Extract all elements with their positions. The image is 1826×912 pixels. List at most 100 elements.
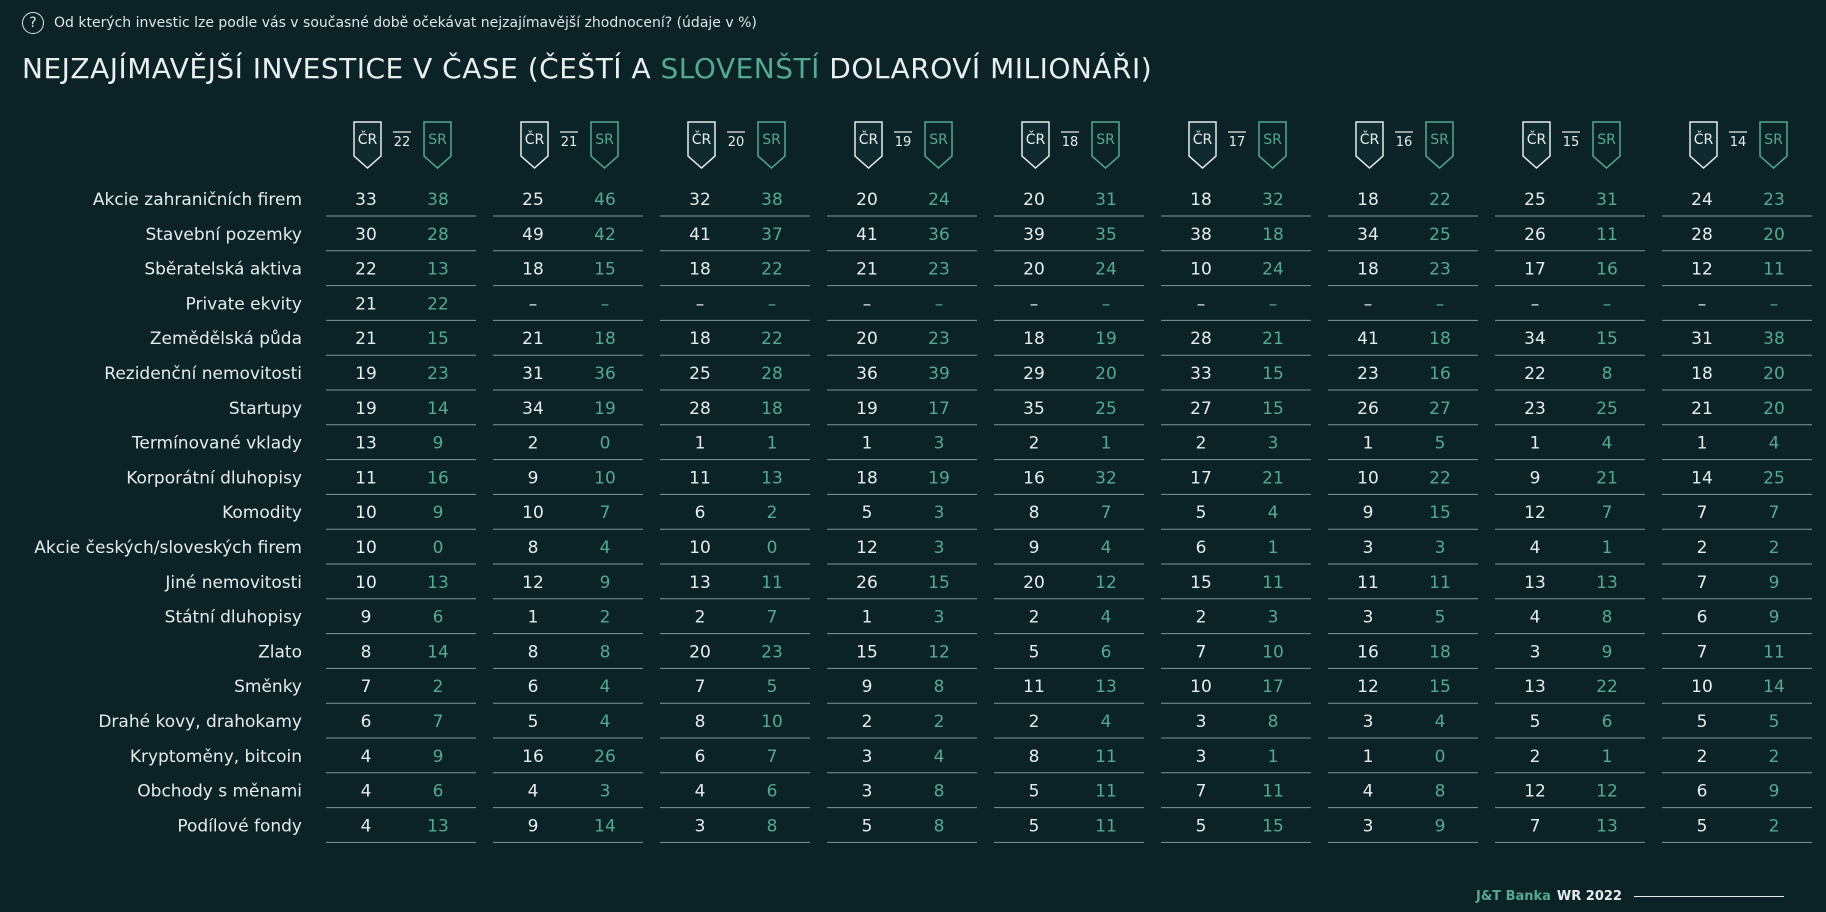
page-title: NEJZAJÍMAVĚJŠÍ INVESTICE V ČASE (ČEŠTÍ A…: [22, 52, 1152, 85]
sk-value-14-14: 14: [1763, 677, 1785, 697]
question-header: ? Od kterých investic lze podle vás v so…: [22, 12, 757, 34]
cz-value-9-20: 6: [695, 503, 706, 523]
cz-value-3-20: –: [696, 294, 705, 314]
sk-value-10-22: 0: [433, 538, 444, 558]
sk-value-15-17: 8: [1268, 712, 1279, 732]
sk-value-1-15: 11: [1596, 225, 1618, 245]
year-17: 17: [1229, 135, 1246, 150]
sk-value-18-22: 13: [427, 816, 449, 836]
footer: J&T Banka WR 2022: [1476, 889, 1784, 904]
cz-value-3-18: –: [1030, 294, 1039, 314]
title-part-3: DOLAROVÍ MILIONÁŘI): [819, 52, 1153, 85]
sk-value-8-14: 25: [1763, 468, 1785, 488]
badge-sk-18-label: SR: [1096, 132, 1115, 148]
badge-cz-17-label: ČR: [1193, 130, 1213, 148]
sk-value-12-15: 8: [1602, 608, 1613, 628]
row-label-8: Korporátní dluhopisy: [126, 468, 302, 488]
sk-value-10-18: 4: [1101, 538, 1112, 558]
cz-value-16-17: 3: [1196, 747, 1207, 767]
sk-value-7-14: 4: [1769, 434, 1780, 454]
cz-value-4-15: 34: [1524, 329, 1546, 349]
cz-value-4-18: 18: [1023, 329, 1045, 349]
cz-value-1-15: 26: [1524, 225, 1546, 245]
sk-value-11-17: 11: [1262, 573, 1284, 593]
cz-value-8-17: 17: [1190, 468, 1212, 488]
cz-value-7-20: 1: [695, 434, 706, 454]
cz-value-14-16: 12: [1357, 677, 1379, 697]
badge-cz-22-label: ČR: [358, 130, 378, 148]
badge-cz-16-label: ČR: [1360, 130, 1380, 148]
row-label-7: Termínované vklady: [131, 434, 302, 454]
cz-value-14-17: 10: [1190, 677, 1212, 697]
sk-value-11-20: 11: [761, 573, 783, 593]
sk-value-3-21: –: [601, 294, 610, 314]
sk-value-17-19: 8: [934, 782, 945, 802]
sk-value-5-18: 20: [1095, 364, 1117, 384]
sk-value-0-15: 31: [1596, 190, 1618, 210]
sk-value-14-20: 5: [767, 677, 778, 697]
cz-value-18-14: 5: [1697, 816, 1708, 836]
sk-value-5-20: 28: [761, 364, 783, 384]
cz-value-11-18: 20: [1023, 573, 1045, 593]
cz-value-10-15: 4: [1530, 538, 1541, 558]
cz-value-17-18: 5: [1029, 782, 1040, 802]
sk-value-8-20: 13: [761, 468, 783, 488]
sk-value-11-18: 12: [1095, 573, 1117, 593]
cz-value-13-19: 15: [856, 642, 878, 662]
sk-value-17-22: 6: [433, 782, 444, 802]
sk-value-11-21: 9: [600, 573, 611, 593]
badge-sk-14-shape: [1759, 121, 1788, 170]
cz-value-13-16: 16: [1357, 642, 1379, 662]
sk-value-4-14: 38: [1763, 329, 1785, 349]
cz-value-12-17: 2: [1196, 608, 1207, 628]
sk-value-9-21: 7: [600, 503, 611, 523]
row-label-3: Private ekvity: [186, 294, 303, 314]
cz-value-5-16: 23: [1357, 364, 1379, 384]
cz-value-11-22: 10: [355, 573, 377, 593]
cz-value-8-20: 11: [689, 468, 711, 488]
sk-value-4-20: 22: [761, 329, 783, 349]
cz-value-10-20: 10: [689, 538, 711, 558]
cz-value-16-15: 2: [1530, 747, 1541, 767]
cz-value-5-20: 25: [689, 364, 711, 384]
sk-value-14-17: 17: [1262, 677, 1284, 697]
row-label-1: Stavební pozemky: [145, 225, 302, 245]
sk-value-17-18: 11: [1095, 782, 1117, 802]
sk-value-2-15: 16: [1596, 260, 1618, 280]
cz-value-10-17: 6: [1196, 538, 1207, 558]
cz-value-13-14: 7: [1697, 642, 1708, 662]
badge-cz-21-label: ČR: [525, 130, 545, 148]
cz-value-16-20: 6: [695, 747, 706, 767]
sk-value-8-17: 21: [1262, 468, 1284, 488]
cz-value-17-20: 4: [695, 782, 706, 802]
cz-value-2-17: 10: [1190, 260, 1212, 280]
cz-value-8-22: 11: [355, 468, 377, 488]
sk-value-9-15: 7: [1602, 503, 1613, 523]
sk-value-18-21: 14: [594, 816, 616, 836]
cz-value-6-15: 23: [1524, 399, 1546, 419]
cz-value-16-21: 16: [522, 747, 544, 767]
sk-value-4-17: 21: [1262, 329, 1284, 349]
cz-value-15-21: 5: [528, 712, 539, 732]
badge-sk-15-shape: [1592, 121, 1621, 170]
sk-value-4-15: 15: [1596, 329, 1618, 349]
cz-value-3-14: –: [1698, 294, 1707, 314]
cz-value-13-18: 5: [1029, 642, 1040, 662]
cz-value-4-14: 31: [1691, 329, 1713, 349]
cz-value-10-14: 2: [1697, 538, 1708, 558]
sk-value-1-18: 35: [1095, 225, 1117, 245]
sk-value-17-16: 8: [1435, 782, 1446, 802]
sk-value-17-21: 3: [600, 782, 611, 802]
sk-value-7-20: 1: [767, 434, 778, 454]
cz-value-14-22: 7: [361, 677, 372, 697]
cz-value-7-18: 2: [1029, 434, 1040, 454]
cz-value-0-19: 20: [856, 190, 878, 210]
sk-value-5-19: 39: [928, 364, 950, 384]
sk-value-14-16: 15: [1429, 677, 1451, 697]
sk-value-0-16: 22: [1429, 190, 1451, 210]
cz-value-1-16: 34: [1357, 225, 1379, 245]
sk-value-14-22: 2: [433, 677, 444, 697]
cz-value-6-14: 21: [1691, 399, 1713, 419]
row-label-9: Komodity: [222, 503, 302, 523]
sk-value-6-22: 14: [427, 399, 449, 419]
